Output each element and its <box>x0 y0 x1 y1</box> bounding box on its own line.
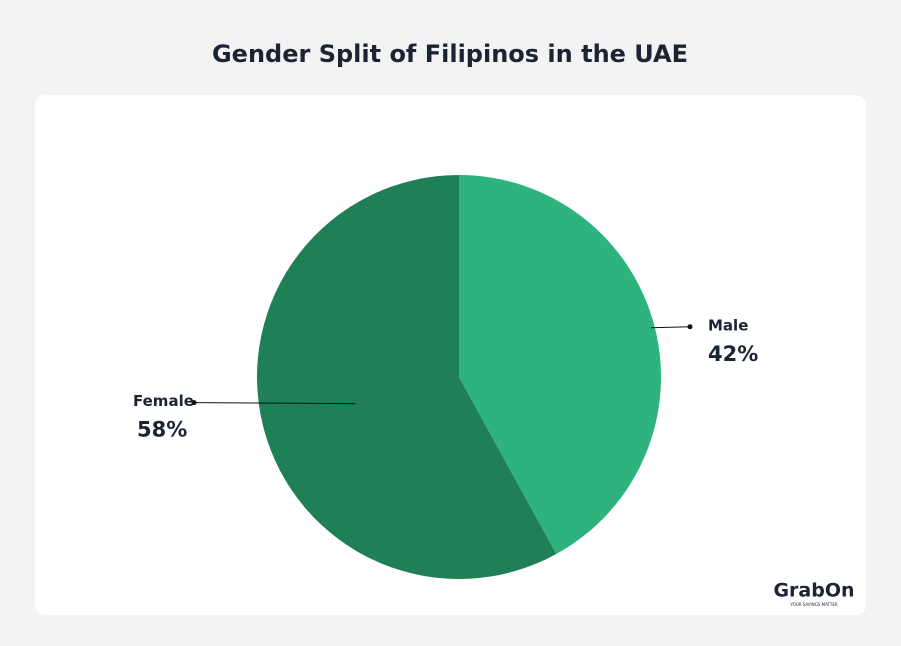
logo-text: GrabOn <box>773 580 854 602</box>
chart-title: Gender Split of Filipinos in the UAE <box>212 40 688 68</box>
logo-tagline: YOUR SAVINGS MATTER <box>789 602 837 607</box>
leader-dot <box>687 324 693 330</box>
leader-line <box>650 326 691 329</box>
pie-slice <box>257 175 557 579</box>
slice-label: Male <box>708 316 748 334</box>
leader-line <box>193 402 356 405</box>
leader-dot <box>191 400 197 406</box>
pie-slice <box>459 175 661 555</box>
slice-label: Female <box>133 392 194 410</box>
value-label: 42% <box>708 342 758 366</box>
value-label: 58% <box>137 418 187 442</box>
